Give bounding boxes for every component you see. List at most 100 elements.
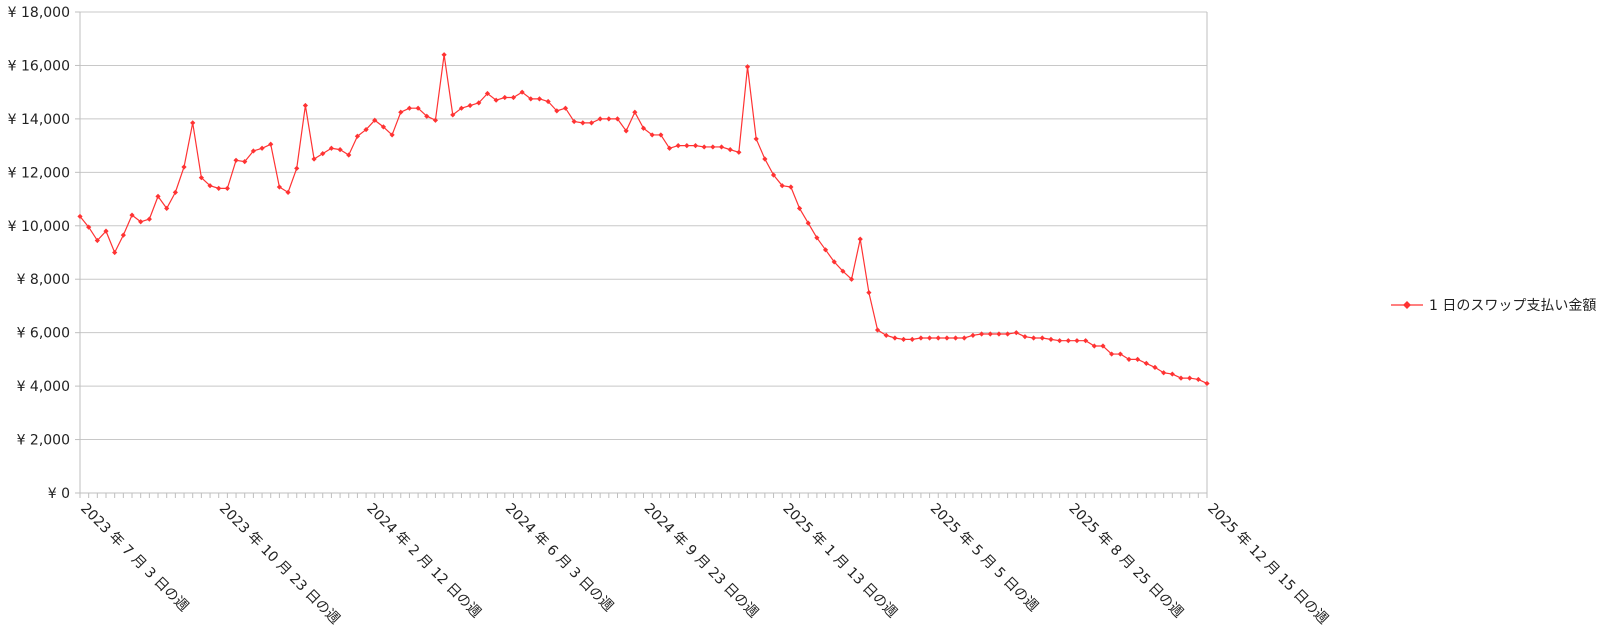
- data-point: [632, 109, 638, 115]
- data-point: [840, 268, 846, 274]
- data-point: [684, 143, 690, 149]
- data-point: [874, 327, 881, 333]
- data-point: [207, 183, 213, 189]
- data-point: [831, 259, 837, 265]
- data-point: [311, 156, 317, 162]
- y-tick-label: ¥ 16,000: [8, 58, 70, 74]
- data-point: [779, 183, 785, 189]
- data-point: [476, 100, 482, 106]
- data-point: [770, 172, 777, 178]
- data-point: [788, 184, 794, 190]
- data-point: [120, 232, 126, 238]
- data-point: [1126, 356, 1132, 362]
- data-point: [224, 185, 230, 191]
- data-point: [1083, 338, 1089, 344]
- data-point: [918, 335, 924, 341]
- data-point: [718, 144, 725, 150]
- data-point: [181, 164, 187, 170]
- data-point: [822, 247, 829, 253]
- data-point: [571, 118, 577, 125]
- data-point: [666, 145, 673, 151]
- data-point: [545, 98, 551, 105]
- data-point: [952, 335, 959, 341]
- data-point: [1005, 331, 1011, 337]
- x-tick-label: 2025 年 1 月 13 日の週: [779, 501, 900, 622]
- data-point: [658, 132, 664, 138]
- data-point: [848, 276, 855, 282]
- data-point: [675, 143, 681, 149]
- legend: 1 日のスワップ支払い金額: [1391, 298, 1596, 314]
- data-point: [216, 185, 222, 191]
- data-point: [640, 125, 647, 131]
- y-tick-label: ¥ 10,000: [8, 219, 70, 235]
- data-point: [398, 109, 404, 115]
- data-point: [294, 165, 300, 171]
- data-point: [250, 148, 256, 154]
- data-point: [380, 124, 387, 130]
- data-point: [337, 147, 343, 153]
- data-point: [285, 189, 291, 195]
- y-tick-label: ¥ 8,000: [17, 272, 70, 288]
- data-point: [701, 144, 707, 150]
- data-point: [909, 336, 915, 342]
- data-point: [502, 94, 508, 101]
- data-point: [1074, 338, 1080, 344]
- data-point: [424, 113, 430, 119]
- data-point: [883, 332, 889, 338]
- data-point: [1187, 375, 1193, 381]
- data-point: [172, 189, 178, 195]
- data-point: [892, 335, 898, 341]
- data-point: [129, 212, 135, 218]
- data-point: [1135, 356, 1141, 362]
- axes: [79, 12, 1208, 494]
- y-tick-label: ¥ 0: [48, 486, 70, 502]
- data-point: [493, 97, 499, 103]
- y-tick-label: ¥ 4,000: [17, 379, 70, 395]
- data-point: [233, 157, 239, 163]
- data-point: [372, 117, 378, 123]
- data-point: [1161, 370, 1167, 376]
- data-point: [796, 205, 803, 212]
- data-point: [926, 335, 933, 341]
- data-point: [1195, 376, 1201, 383]
- data-point: [259, 145, 265, 151]
- data-point: [1100, 343, 1106, 349]
- data-point: [961, 335, 967, 341]
- data-point: [1065, 338, 1071, 344]
- data-point: [86, 224, 92, 230]
- data-point: [432, 117, 439, 123]
- data-point: [164, 205, 170, 212]
- data-point: [328, 145, 335, 151]
- data-point: [814, 235, 820, 241]
- data-point: [458, 105, 465, 111]
- data-point: [944, 335, 950, 341]
- data-point: [692, 143, 699, 149]
- data-point: [744, 64, 751, 70]
- x-tick-label: 2024 年 9 月 23 日の週: [641, 501, 762, 622]
- data-point: [970, 332, 976, 338]
- data-point: [935, 335, 941, 341]
- data-point: [753, 136, 759, 142]
- data-point: [1178, 375, 1184, 381]
- data-point: [1152, 364, 1158, 371]
- data-point: [1048, 336, 1054, 342]
- x-tick-label: 2025 年 8 月 25 日の週: [1065, 501, 1186, 622]
- x-tick-label: 2024 年 2 月 12 日の週: [363, 501, 484, 622]
- data-point: [138, 219, 144, 225]
- data-point: [1057, 338, 1063, 344]
- x-tick-label: 2024 年 6 月 3 日の週: [502, 501, 616, 615]
- data-point: [649, 132, 655, 138]
- data-point: [562, 105, 569, 111]
- x-axis-ticks: 2023 年 7 月 3 日の週 2023 年 10 月 23 日の週 2024 年…: [77, 493, 1331, 627]
- data-point: [762, 156, 768, 162]
- x-tick-label: 2025 年 5 月 5 日の週: [927, 501, 1041, 615]
- data-point: [805, 220, 811, 226]
- legend-label: 1 日のスワップ支払い金額: [1429, 298, 1596, 314]
- data-point: [588, 120, 595, 126]
- data-point: [94, 237, 100, 244]
- data-point: [363, 126, 369, 133]
- data-point: [190, 120, 196, 126]
- data-point: [710, 144, 716, 150]
- y-tick-label: ¥ 12,000: [8, 165, 70, 181]
